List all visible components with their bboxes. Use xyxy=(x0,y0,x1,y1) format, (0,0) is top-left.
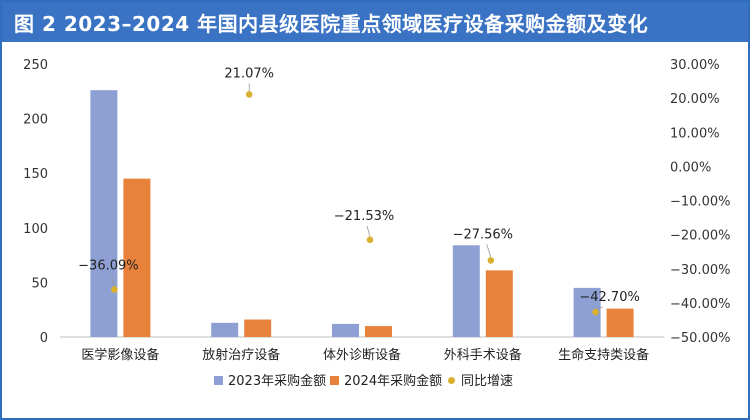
bar-2023 xyxy=(452,245,480,337)
y-right-tick-label: −20.00% xyxy=(670,229,730,244)
y-right-tick-label: 10.00% xyxy=(670,126,720,141)
growth-data-label: −21.53% xyxy=(334,209,394,224)
bar-2023 xyxy=(211,322,239,337)
growth-point xyxy=(111,286,118,293)
legend-label: 2023年采购金额 xyxy=(228,373,326,389)
x-category-label: 医学影像设备 xyxy=(81,347,159,363)
data-label-leader xyxy=(486,244,492,258)
bar-2024 xyxy=(606,308,634,337)
data-label-leader xyxy=(366,225,371,237)
data-label-leader xyxy=(111,275,115,287)
legend-label: 2024年采购金额 xyxy=(344,373,442,389)
growth-point xyxy=(366,236,374,244)
x-category-label: 体外诊断设备 xyxy=(323,347,401,363)
bar-2024 xyxy=(365,326,392,337)
y-right-tick-label: −30.00% xyxy=(670,263,730,278)
y-right-tick-label: −50.00% xyxy=(670,331,730,346)
chart-title-bar: 图 2 2023–2024 年国内县级医院重点领域医疗设备采购金额及变化 xyxy=(2,2,748,42)
chart-title: 图 2 2023–2024 年国内县级医院重点领域医疗设备采购金额及变化 xyxy=(14,11,649,36)
x-category-label: 外科手术设备 xyxy=(444,347,522,363)
y-right-tick-label: 0.00% xyxy=(670,160,711,175)
chart-canvas: 0 50 100 150 200 250 −50.00% −40.00% −30.00% −20.… xyxy=(23,58,730,389)
bar-2024 xyxy=(244,319,272,337)
bar-2023 xyxy=(332,323,359,337)
growth-data-label: −36.09% xyxy=(78,259,138,274)
y-left-tick-label: 250 xyxy=(23,58,48,73)
growth-data-label: −27.56% xyxy=(453,227,513,242)
y-left-tick-label: 100 xyxy=(23,222,48,237)
bar-2023 xyxy=(90,90,118,337)
y-left-tick-label: 200 xyxy=(23,113,48,128)
y-right-tick-label: 20.00% xyxy=(670,92,720,107)
growth-point xyxy=(592,308,599,316)
y-left-tick-label: 50 xyxy=(31,276,48,291)
x-category-label: 生命支持类设备 xyxy=(558,347,649,363)
growth-point xyxy=(245,91,253,98)
bar-2024 xyxy=(123,178,151,337)
data-label-leader xyxy=(595,306,603,310)
y-right-tick-label: 30.00% xyxy=(670,58,720,73)
legend-swatch xyxy=(330,376,339,385)
y-right-tick-label: −40.00% xyxy=(670,297,730,312)
x-category-label: 放射治疗设备 xyxy=(202,347,280,363)
y-left-tick-label: 150 xyxy=(23,167,48,182)
growth-point xyxy=(487,257,495,264)
legend-label: 同比增速 xyxy=(461,374,513,389)
y-left-tick-label: 0 xyxy=(40,331,48,346)
y-right-tick-label: −10.00% xyxy=(670,195,730,210)
growth-data-label: −42.70% xyxy=(579,290,639,305)
legend-swatch xyxy=(214,376,223,385)
growth-data-label: 21.07% xyxy=(224,66,274,81)
legend-swatch xyxy=(448,377,455,384)
bar-2024 xyxy=(485,270,513,337)
